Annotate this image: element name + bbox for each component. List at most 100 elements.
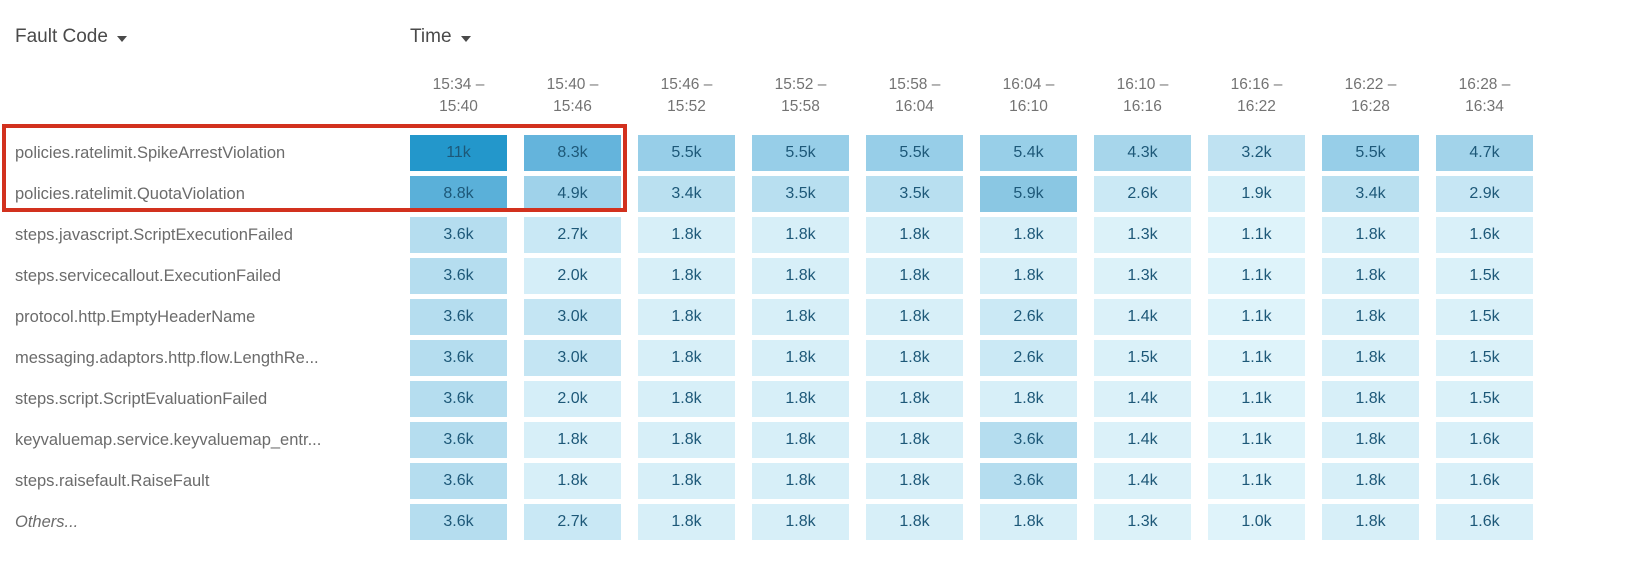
heatmap-cell[interactable]: 1.4k	[1094, 381, 1191, 417]
heatmap-cell[interactable]: 1.8k	[638, 299, 735, 335]
heatmap-cell[interactable]: 1.8k	[638, 340, 735, 376]
heatmap-cell[interactable]: 1.1k	[1208, 422, 1305, 458]
heatmap-cell[interactable]: 1.3k	[1094, 504, 1191, 540]
heatmap-cell[interactable]: 1.1k	[1208, 381, 1305, 417]
heatmap-cell[interactable]: 1.1k	[1208, 340, 1305, 376]
heatmap-cell[interactable]: 1.5k	[1436, 381, 1533, 417]
heatmap-cell[interactable]: 1.1k	[1208, 217, 1305, 253]
heatmap-cell[interactable]: 1.8k	[866, 217, 963, 253]
heatmap-cell[interactable]: 1.8k	[1322, 217, 1419, 253]
heatmap-cell[interactable]: 3.4k	[1322, 176, 1419, 212]
heatmap-cell[interactable]: 3.5k	[866, 176, 963, 212]
heatmap-cell[interactable]: 1.8k	[638, 258, 735, 294]
heatmap-cell[interactable]: 3.0k	[524, 299, 621, 335]
heatmap-cell[interactable]: 1.3k	[1094, 217, 1191, 253]
heatmap-cell[interactable]: 1.8k	[638, 381, 735, 417]
heatmap-cell[interactable]: 3.6k	[410, 217, 507, 253]
heatmap-cell[interactable]: 1.8k	[866, 463, 963, 499]
heatmap-cell[interactable]: 3.4k	[638, 176, 735, 212]
heatmap-cell[interactable]: 1.8k	[980, 258, 1077, 294]
heatmap-cell[interactable]: 1.8k	[752, 217, 849, 253]
heatmap-cell[interactable]: 1.8k	[980, 504, 1077, 540]
heatmap-cell[interactable]: 1.8k	[524, 422, 621, 458]
heatmap-cell[interactable]: 3.6k	[980, 463, 1077, 499]
heatmap-cell[interactable]: 4.3k	[1094, 135, 1191, 171]
heatmap-cell[interactable]: 1.5k	[1436, 340, 1533, 376]
heatmap-cell[interactable]: 1.8k	[866, 381, 963, 417]
time-sort-dropdown[interactable]: Time	[410, 26, 471, 48]
heatmap-cell[interactable]: 5.5k	[752, 135, 849, 171]
heatmap-cell[interactable]: 3.6k	[980, 422, 1077, 458]
heatmap-cell[interactable]: 1.5k	[1094, 340, 1191, 376]
heatmap-cell[interactable]: 2.7k	[524, 217, 621, 253]
heatmap-cell[interactable]: 1.8k	[752, 463, 849, 499]
heatmap-cell[interactable]: 1.0k	[1208, 504, 1305, 540]
heatmap-cell[interactable]: 1.8k	[752, 422, 849, 458]
heatmap-cell[interactable]: 3.6k	[410, 381, 507, 417]
heatmap-cell[interactable]: 1.1k	[1208, 299, 1305, 335]
heatmap-cell[interactable]: 3.6k	[410, 422, 507, 458]
heatmap-cell[interactable]: 1.6k	[1436, 217, 1533, 253]
heatmap-cell[interactable]: 5.5k	[1322, 135, 1419, 171]
heatmap-cell[interactable]: 1.3k	[1094, 258, 1191, 294]
heatmap-cell[interactable]: 2.9k	[1436, 176, 1533, 212]
heatmap-cell[interactable]: 1.8k	[638, 463, 735, 499]
heatmap-cell[interactable]: 3.0k	[524, 340, 621, 376]
heatmap-cell[interactable]: 1.8k	[866, 504, 963, 540]
heatmap-cell[interactable]: 1.8k	[866, 340, 963, 376]
heatmap-cell[interactable]: 1.4k	[1094, 463, 1191, 499]
heatmap-cell[interactable]: 5.4k	[980, 135, 1077, 171]
heatmap-cell[interactable]: 1.9k	[1208, 176, 1305, 212]
heatmap-cell[interactable]: 1.8k	[1322, 381, 1419, 417]
heatmap-cell[interactable]: 8.3k	[524, 135, 621, 171]
heatmap-cell[interactable]: 4.9k	[524, 176, 621, 212]
heatmap-cell[interactable]: 1.8k	[1322, 340, 1419, 376]
heatmap-cell[interactable]: 1.4k	[1094, 422, 1191, 458]
heatmap-cell[interactable]: 2.0k	[524, 258, 621, 294]
heatmap-cell[interactable]: 2.7k	[524, 504, 621, 540]
heatmap-cell[interactable]: 2.0k	[524, 381, 621, 417]
heatmap-cell[interactable]: 3.6k	[410, 340, 507, 376]
heatmap-cell[interactable]: 8.8k	[410, 176, 507, 212]
heatmap-cell[interactable]: 1.8k	[1322, 504, 1419, 540]
heatmap-cell[interactable]: 1.8k	[980, 217, 1077, 253]
heatmap-cell[interactable]: 5.5k	[866, 135, 963, 171]
heatmap-cell[interactable]: 5.5k	[638, 135, 735, 171]
heatmap-cell[interactable]: 1.8k	[638, 422, 735, 458]
heatmap-cell[interactable]: 4.7k	[1436, 135, 1533, 171]
heatmap-cell[interactable]: 2.6k	[980, 299, 1077, 335]
heatmap-cell[interactable]: 2.6k	[1094, 176, 1191, 212]
heatmap-cell[interactable]: 1.8k	[638, 217, 735, 253]
heatmap-cell[interactable]: 1.6k	[1436, 422, 1533, 458]
fault-code-sort-dropdown[interactable]: Fault Code	[15, 26, 127, 48]
heatmap-cell[interactable]: 1.8k	[1322, 422, 1419, 458]
heatmap-cell[interactable]: 1.8k	[866, 299, 963, 335]
heatmap-cell[interactable]: 1.1k	[1208, 463, 1305, 499]
heatmap-cell[interactable]: 3.6k	[410, 463, 507, 499]
heatmap-cell[interactable]: 1.8k	[866, 258, 963, 294]
heatmap-cell[interactable]: 5.9k	[980, 176, 1077, 212]
heatmap-cell[interactable]: 3.5k	[752, 176, 849, 212]
heatmap-cell[interactable]: 3.6k	[410, 504, 507, 540]
heatmap-cell[interactable]: 1.6k	[1436, 504, 1533, 540]
heatmap-cell[interactable]: 1.8k	[752, 299, 849, 335]
heatmap-cell[interactable]: 1.8k	[1322, 299, 1419, 335]
heatmap-cell[interactable]: 1.8k	[980, 381, 1077, 417]
heatmap-cell[interactable]: 1.4k	[1094, 299, 1191, 335]
heatmap-cell[interactable]: 3.6k	[410, 299, 507, 335]
heatmap-cell[interactable]: 1.1k	[1208, 258, 1305, 294]
heatmap-cell[interactable]: 3.2k	[1208, 135, 1305, 171]
heatmap-cell[interactable]: 1.8k	[752, 381, 849, 417]
heatmap-cell[interactable]: 1.8k	[1322, 463, 1419, 499]
heatmap-cell[interactable]: 1.5k	[1436, 258, 1533, 294]
heatmap-cell[interactable]: 3.6k	[410, 258, 507, 294]
heatmap-cell[interactable]: 1.8k	[752, 258, 849, 294]
heatmap-cell[interactable]: 1.5k	[1436, 299, 1533, 335]
heatmap-cell[interactable]: 1.8k	[1322, 258, 1419, 294]
heatmap-cell[interactable]: 1.8k	[638, 504, 735, 540]
heatmap-cell[interactable]: 2.6k	[980, 340, 1077, 376]
heatmap-cell[interactable]: 11k	[410, 135, 507, 171]
heatmap-cell[interactable]: 1.8k	[752, 504, 849, 540]
heatmap-cell[interactable]: 1.8k	[866, 422, 963, 458]
heatmap-cell[interactable]: 1.8k	[524, 463, 621, 499]
